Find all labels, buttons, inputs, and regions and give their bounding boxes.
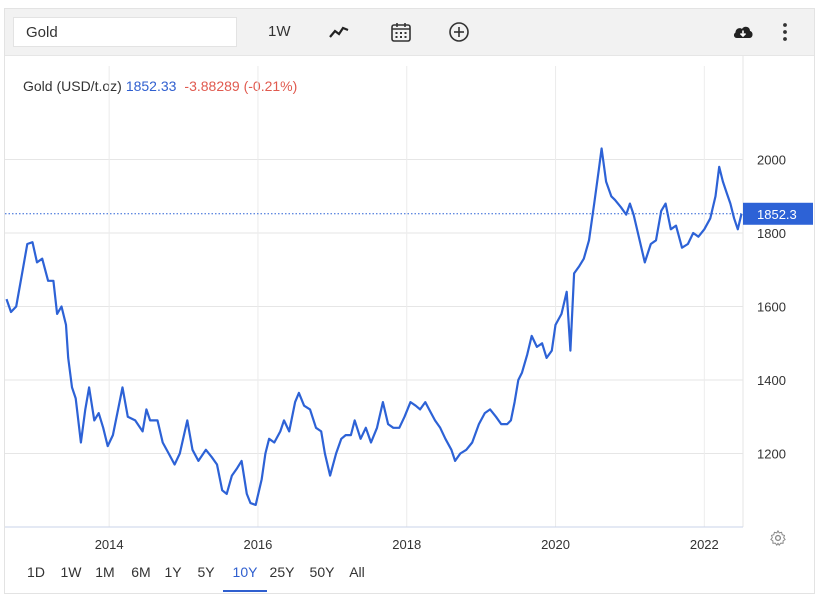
- calendar-icon[interactable]: [389, 20, 413, 44]
- toolbar: Gold 1W: [5, 9, 814, 56]
- active-range-underline: [223, 590, 267, 592]
- y-tick-label: 1800: [757, 226, 786, 241]
- price-chart[interactable]: 1200 1400 1600 1800 2000 2014 2016 2018 2020 202…: [5, 56, 814, 556]
- range-button-25y[interactable]: 25Y: [269, 564, 295, 580]
- last-price-tag-layer: 1852.3: [5, 202, 813, 225]
- x-axis: 2014 2016 2018 2020 2022: [5, 526, 743, 552]
- x-tick-label: 2020: [541, 537, 570, 552]
- x-tick-label: 2014: [95, 537, 124, 552]
- chart-widget: Gold 1W Gold (USD/t.oz) 1852.33 -3.88289 (…: [4, 8, 815, 594]
- y-tick-label: 1400: [757, 373, 786, 388]
- line-chart-icon[interactable]: [327, 20, 351, 44]
- series-layer: [5, 147, 743, 506]
- add-comparison-icon[interactable]: [447, 20, 471, 44]
- y-tick-label: 2000: [757, 153, 786, 168]
- chart-grid: [5, 66, 743, 527]
- legend-change: -3.88289 (-0.21%): [184, 78, 298, 94]
- series-line-gold: [5, 147, 743, 506]
- range-button-50y[interactable]: 50Y: [309, 564, 335, 580]
- more-options-icon[interactable]: [773, 20, 797, 44]
- range-button-1d[interactable]: 1D: [27, 564, 45, 580]
- last-price-tag-label: 1852.3: [757, 207, 797, 222]
- download-icon[interactable]: [731, 20, 755, 44]
- range-button-1m[interactable]: 1M: [95, 564, 115, 580]
- legend-series-name: Gold (USD/t.oz): [23, 78, 122, 94]
- x-tick-label: 2018: [392, 537, 421, 552]
- interval-selector[interactable]: 1W: [268, 23, 291, 40]
- y-axis: 1200 1400 1600 1800 2000: [742, 56, 786, 527]
- symbol-search-input[interactable]: Gold: [13, 17, 237, 47]
- legend-price: 1852.33: [125, 78, 177, 94]
- range-button-10y[interactable]: 10Y: [232, 564, 258, 580]
- range-button-6m[interactable]: 6M: [131, 564, 151, 580]
- x-tick-label: 2016: [243, 537, 272, 552]
- range-button-1y[interactable]: 1Y: [164, 564, 182, 580]
- range-button-5y[interactable]: 5Y: [197, 564, 215, 580]
- chart-legend: Gold (USD/t.oz) 1852.33 -3.88289 (-0.21%): [23, 78, 297, 94]
- y-tick-label: 1600: [757, 300, 786, 315]
- range-button-all[interactable]: All: [349, 564, 365, 580]
- y-tick-label: 1200: [757, 447, 786, 462]
- x-tick-label: 2022: [690, 537, 719, 552]
- last-price-tag: [743, 202, 813, 225]
- chart-settings-icon[interactable]: [769, 529, 787, 547]
- range-button-1w[interactable]: 1W: [60, 564, 82, 580]
